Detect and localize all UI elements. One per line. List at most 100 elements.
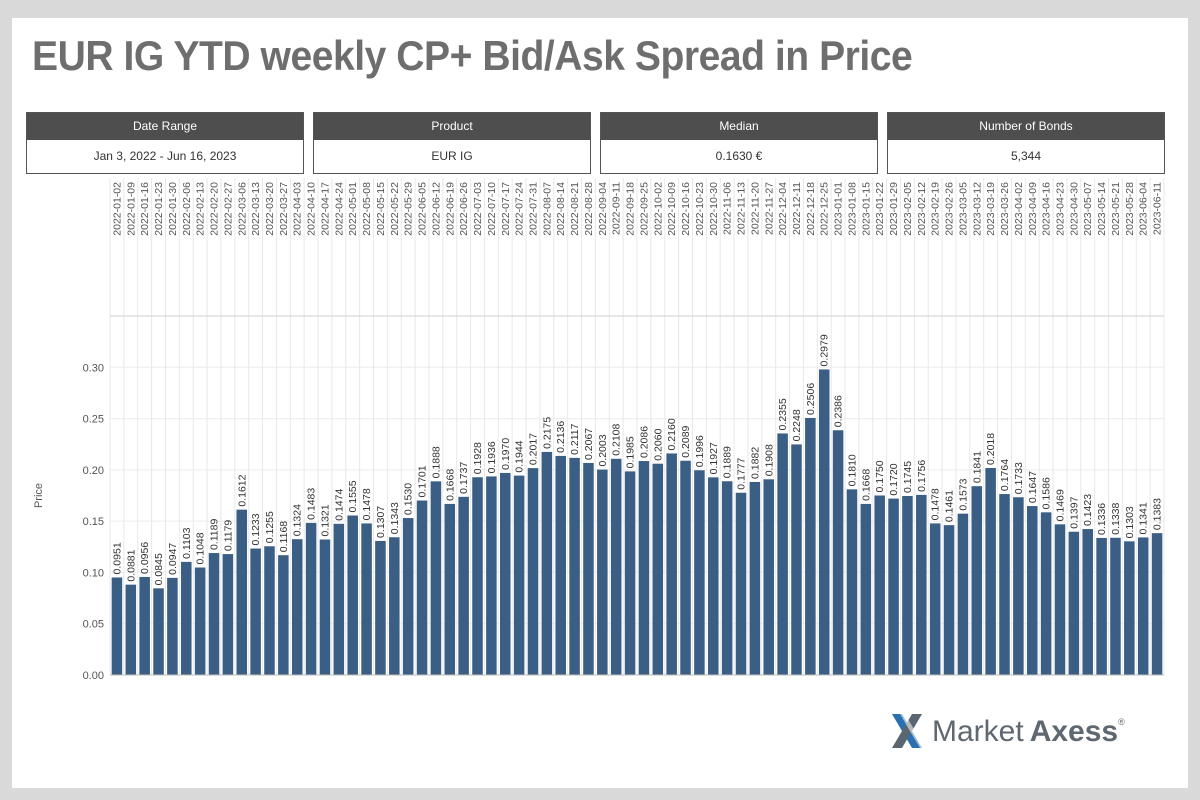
x-category-label: 2022-04-03 (292, 182, 304, 236)
x-category-label: 2022-08-14 (555, 182, 567, 236)
x-category-label: 2022-05-15 (375, 182, 387, 236)
bar-data-label: 0.2018 (985, 433, 997, 465)
bar-data-label: 0.0947 (167, 543, 179, 575)
bar-data-label: 0.1586 (1041, 477, 1053, 509)
x-category-label: 2022-10-16 (680, 182, 692, 236)
bar-data-label: 0.0951 (111, 542, 123, 574)
bar (985, 468, 996, 675)
bar-data-label: 0.2136 (555, 421, 567, 453)
bar-data-label: 0.1474 (333, 489, 345, 521)
axess-x-icon (892, 714, 925, 748)
bar-data-label: 0.1668 (444, 469, 456, 501)
x-category-label: 2022-06-05 (417, 182, 429, 236)
x-category-label: 2022-07-24 (514, 182, 526, 236)
x-category-label: 2022-08-07 (541, 182, 553, 236)
bar (721, 481, 733, 675)
bar-data-label: 0.2248 (791, 409, 803, 441)
x-category-label: 2022-11-20 (749, 182, 761, 235)
bar-data-label: 0.1469 (1054, 489, 1066, 521)
x-category-label: 2022-05-08 (361, 182, 373, 236)
bar-data-label: 0.2355 (777, 398, 789, 430)
x-category-label: 2022-06-12 (430, 182, 442, 236)
bar (943, 525, 955, 675)
bar (916, 494, 927, 675)
bar-data-label: 0.1996 (694, 435, 706, 467)
bar-data-label: 0.2017 (527, 433, 539, 465)
x-category-label: 2022-03-06 (236, 182, 248, 236)
x-category-label: 2022-08-28 (583, 182, 595, 236)
bar (874, 495, 885, 675)
bar (957, 513, 969, 675)
bar-data-label: 0.1745 (902, 461, 914, 493)
bar (763, 479, 775, 675)
bar-data-label: 0.1338 (1110, 502, 1122, 534)
x-category-label: 2023-04-09 (1027, 182, 1039, 236)
x-category-label: 2023-03-05 (957, 182, 969, 236)
bar-data-label: 0.1612 (236, 474, 248, 506)
bar-data-label: 0.2979 (819, 334, 831, 366)
dashboard-panel: EUR IG YTD weekly CP+ Bid/Ask Spread in … (12, 18, 1188, 788)
x-category-label: 2022-01-23 (153, 182, 165, 236)
bar (1137, 537, 1149, 675)
bar-data-label: 0.2108 (611, 424, 623, 456)
bar (749, 481, 761, 675)
y-tick-label: 0.15 (83, 516, 104, 528)
bar (111, 577, 123, 675)
bar (1096, 537, 1107, 675)
x-category-label: 2022-12-11 (791, 182, 803, 235)
bar (236, 509, 248, 675)
bar (208, 553, 220, 675)
bar (389, 537, 400, 675)
kpi-label: Number of Bonds (888, 113, 1164, 140)
bar-data-label: 0.1461 (944, 490, 956, 522)
x-category-label: 2022-12-25 (819, 182, 831, 236)
bar-data-label: 0.1944 (514, 440, 526, 472)
bar-data-label: 0.1478 (361, 488, 373, 520)
logo-registered-mark: ® (1118, 717, 1125, 727)
bar (680, 460, 691, 675)
bar-data-label: 0.1970 (500, 438, 512, 470)
x-category-label: 2022-02-27 (222, 182, 234, 236)
bar (305, 522, 317, 675)
y-axis-label: Price (33, 483, 45, 508)
bar (971, 486, 983, 675)
bar-data-label: 0.2089 (680, 425, 692, 457)
x-category-label: 2023-05-07 (1082, 182, 1094, 236)
bar-data-label: 0.0881 (125, 549, 137, 581)
bar (791, 444, 802, 675)
x-category-label: 2022-08-21 (569, 182, 581, 236)
bar (527, 468, 539, 675)
bar-data-label: 0.2175 (541, 417, 553, 449)
bar-data-label: 0.1882 (749, 447, 761, 479)
bar-data-label: 0.1168 (278, 521, 290, 552)
bar (181, 561, 192, 675)
bar (999, 494, 1010, 675)
bar (735, 492, 747, 675)
x-category-label: 2023-03-26 (999, 182, 1011, 236)
x-category-label: 2022-05-01 (347, 182, 359, 236)
x-category-label: 2023-04-02 (1013, 182, 1025, 236)
x-category-label: 2023-01-01 (833, 182, 845, 236)
x-category-label: 2022-09-11 (611, 182, 623, 235)
bar-data-label: 0.1324 (292, 504, 304, 536)
x-category-label: 2022-07-17 (500, 182, 512, 236)
x-category-label: 2022-07-10 (486, 182, 498, 236)
y-tick-label: 0.00 (83, 670, 104, 682)
x-category-label: 2023-04-16 (1041, 182, 1053, 236)
bar-data-label: 0.1647 (1027, 471, 1039, 503)
bar-data-label: 0.1764 (999, 459, 1011, 491)
bar-data-label: 0.1737 (458, 462, 470, 494)
bar (541, 451, 553, 675)
bar-chart: 0.00 0.05 0.10 0.15 0.20 0.25 0.30 Price 2022-01… (33, 178, 1165, 682)
y-tick-label: 0.20 (83, 465, 104, 477)
x-category-label: 2022-07-31 (527, 182, 539, 236)
x-category-label: 2023-04-30 (1068, 182, 1080, 236)
bar (708, 477, 719, 675)
bar-data-label: 0.1341 (1138, 502, 1150, 534)
bar (1054, 524, 1066, 675)
bar (652, 463, 664, 675)
bar-data-label: 0.2067 (583, 428, 595, 460)
bar (846, 489, 858, 675)
bar-data-label: 0.1189 (209, 519, 221, 550)
bar-data-label: 0.1336 (1096, 503, 1108, 535)
